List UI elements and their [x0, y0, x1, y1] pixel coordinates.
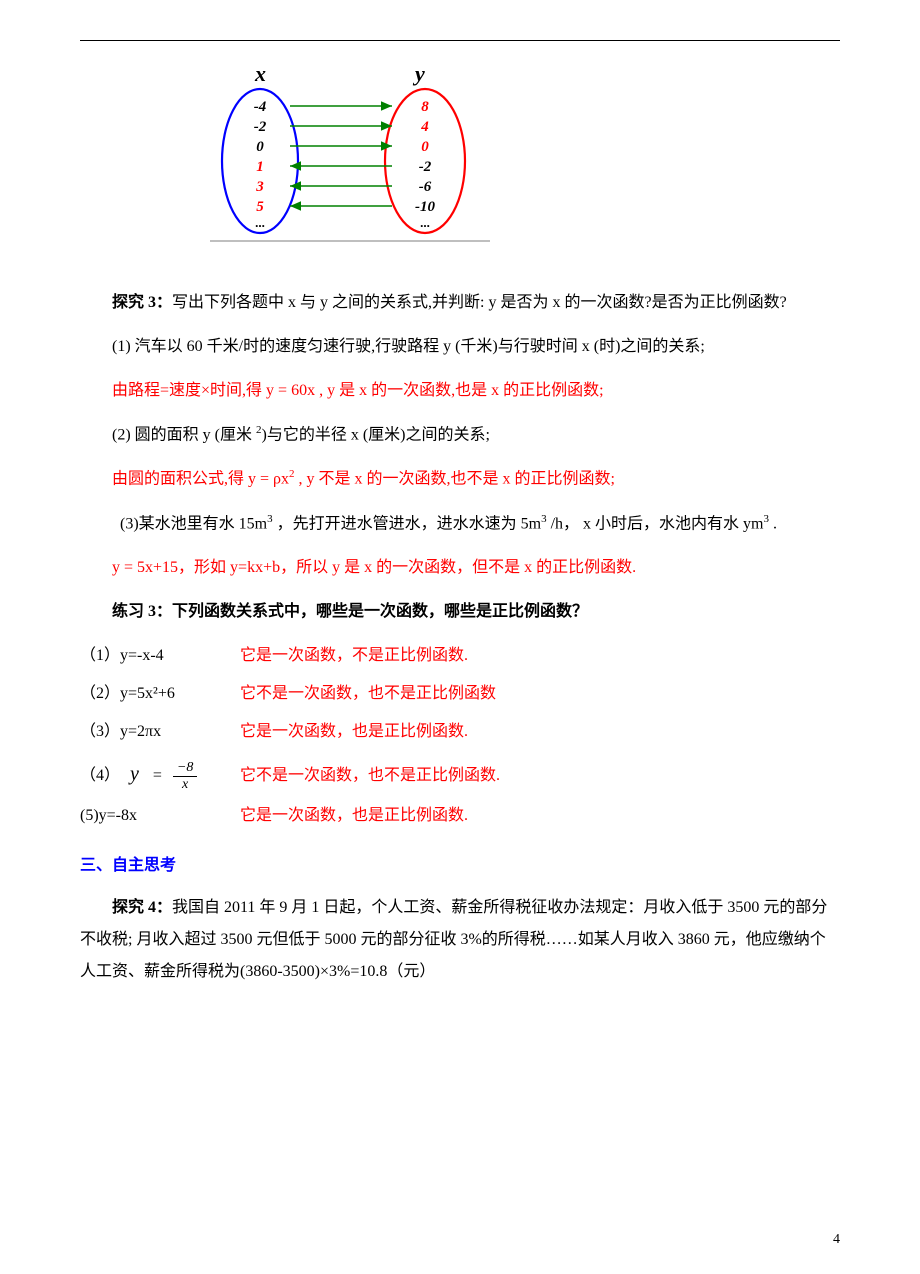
practice3-row-4: （4） y = −8 x 它不是一次函数，也不是正比例函数. [80, 754, 840, 794]
practice3-row: （1）y=-x-4 它是一次函数，不是正比例函数. [80, 640, 840, 672]
svg-text:...: ... [420, 215, 430, 230]
svg-text:-10: -10 [415, 199, 435, 215]
svg-text:-6: -6 [419, 179, 432, 195]
svg-text:-2: -2 [254, 119, 267, 135]
explore3-q3: (3)某水池里有水 15m3 ，先打开进水管进水，进水水速为 5m3 /h， x… [80, 508, 840, 540]
diagram-header-x: x [254, 61, 266, 86]
svg-text:8: 8 [421, 99, 429, 115]
explore3-a1: 由路程=速度×时间,得 y = 60x , y 是 x 的一次函数,也是 x 的… [80, 375, 840, 407]
diagram-header-y: y [412, 61, 425, 86]
svg-text:4: 4 [420, 119, 429, 135]
svg-text:-4: -4 [254, 99, 267, 115]
practice3-title: 练习 3：下列函数关系式中，哪些是一次函数，哪些是正比例函数？ [80, 596, 840, 628]
explore3-q2: (2) 圆的面积 y (厘米 2)与它的半径 x (厘米)之间的关系; [80, 419, 840, 451]
section-3-title: 三、自主思考 [80, 850, 840, 882]
explore3-a3: y = 5x+15，形如 y=kx+b，所以 y 是 x 的一次函数，但不是 x… [80, 552, 840, 584]
page-number: 4 [833, 1226, 840, 1254]
practice3-ans: 它是一次函数，也是正比例函数. [240, 800, 468, 832]
mapping-diagram: x y -4 -2 0 1 3 5 ... 8 4 0 -2 -6 -10 ..… [200, 61, 840, 263]
fraction: −8 x [173, 760, 197, 792]
practice3-expr-4: （4） y = −8 x [80, 754, 240, 794]
top-rule [80, 40, 840, 41]
practice3-ans: 它是一次函数，不是正比例函数. [240, 640, 468, 672]
svg-text:1: 1 [256, 159, 264, 175]
practice3-expr: (5)y=-8x [80, 800, 240, 832]
svg-text:5: 5 [256, 199, 264, 215]
practice3-row: （2）y=5x²+6 它不是一次函数，也不是正比例函数 [80, 678, 840, 710]
practice3-list: （1）y=-x-4 它是一次函数，不是正比例函数. （2）y=5x²+6 它不是… [80, 640, 840, 832]
explore3-a2: 由圆的面积公式,得 y = ρx2 , y 不是 x 的一次函数,也不是 x 的… [80, 463, 840, 495]
explore4: 探究 4：我国自 2011 年 9 月 1 日起，个人工资、薪金所得税征收办法规… [80, 892, 840, 988]
practice3-expr: （2）y=5x²+6 [80, 678, 240, 710]
practice3-expr: （1）y=-x-4 [80, 640, 240, 672]
svg-text:3: 3 [255, 179, 264, 195]
explore3-title: 探究 3：写出下列各题中 x 与 y 之间的关系式,并判断: y 是否为 x 的… [80, 287, 840, 319]
explore4-label: 探究 4： [112, 899, 172, 916]
svg-text:...: ... [255, 215, 265, 230]
practice3-row: （3）y=2πx 它是一次函数，也是正比例函数. [80, 716, 840, 748]
practice3-row: (5)y=-8x 它是一次函数，也是正比例函数. [80, 800, 840, 832]
svg-text:0: 0 [256, 139, 264, 155]
svg-text:0: 0 [421, 139, 429, 155]
explore3-q1: (1) 汽车以 60 千米/时的速度匀速行驶,行驶路程 y (千米)与行驶时间 … [80, 331, 840, 363]
practice3-ans: 它不是一次函数，也不是正比例函数 [240, 678, 496, 710]
svg-text:-2: -2 [419, 159, 432, 175]
explore3-rest: 写出下列各题中 x 与 y 之间的关系式,并判断: y 是否为 x 的一次函数?… [172, 294, 787, 311]
explore4-text: 我国自 2011 年 9 月 1 日起，个人工资、薪金所得税征收办法规定：月收入… [80, 899, 827, 980]
practice3-ans: 它不是一次函数，也不是正比例函数. [240, 760, 500, 792]
practice3-expr: （3）y=2πx [80, 716, 240, 748]
explore3-label: 探究 3： [112, 294, 172, 311]
practice3-ans: 它是一次函数，也是正比例函数. [240, 716, 468, 748]
